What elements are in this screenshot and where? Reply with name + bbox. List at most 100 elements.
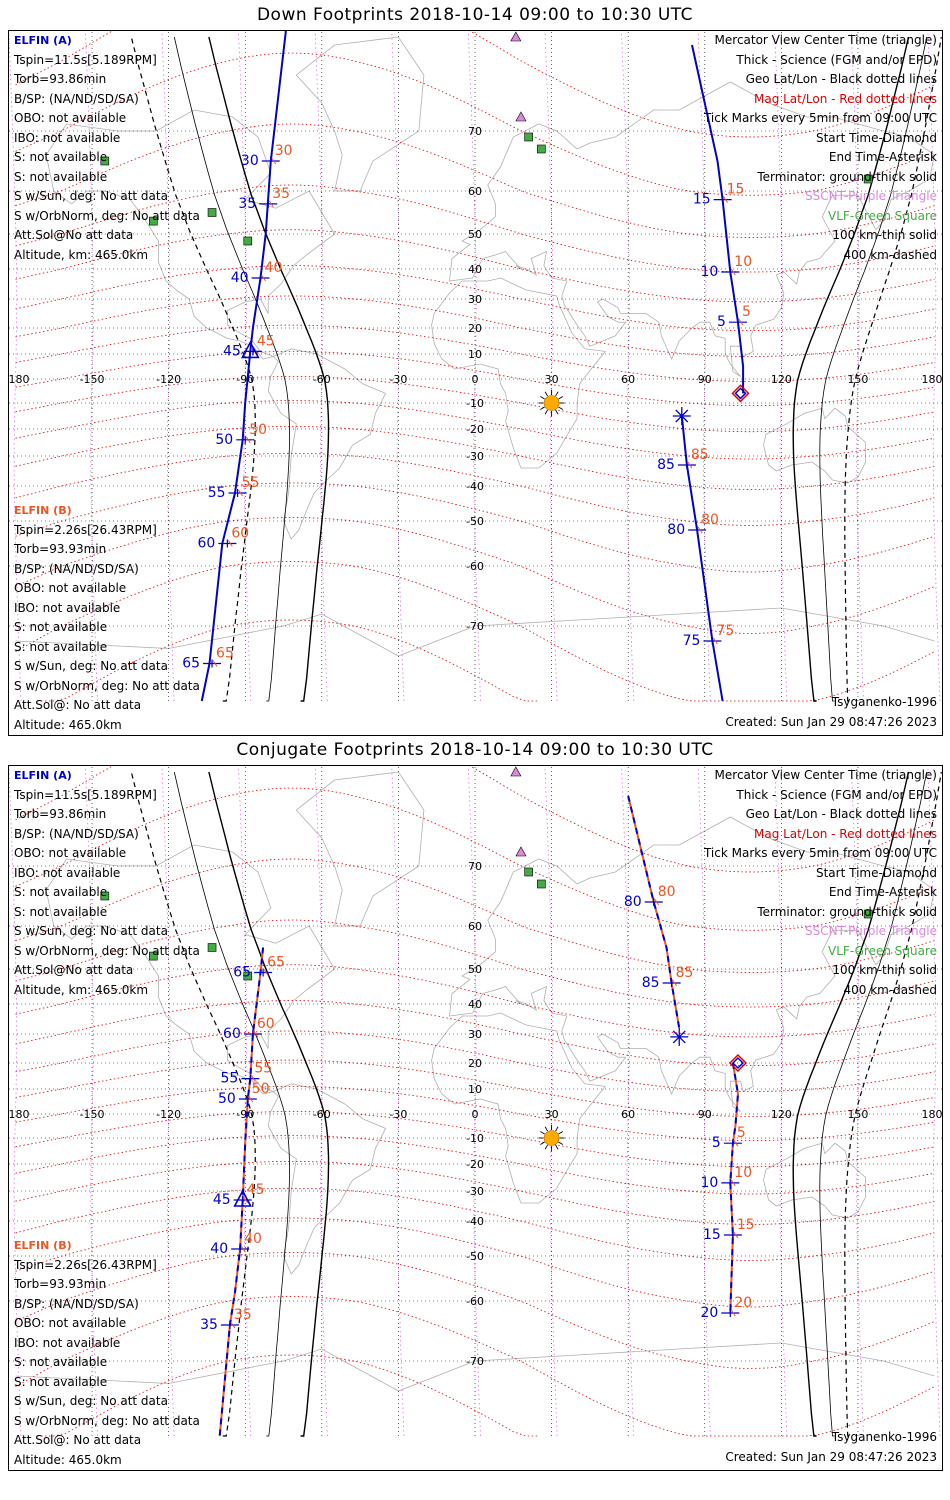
- info-line: S: not available: [14, 150, 108, 164]
- terminators: [130, 36, 942, 702]
- legend-line: Mag Lat/Lon - Red dotted lines: [753, 826, 937, 841]
- tick-label-blue: 35: [238, 196, 256, 212]
- conjugate-title: Conjugate Footprints 2018-10-14 09:00 to…: [236, 740, 714, 760]
- sun-ray: [558, 1141, 564, 1145]
- sat-name: ELFIN (A): [14, 769, 72, 782]
- stations: [100, 766, 873, 981]
- info-line: S w/Sun, deg: No att data: [14, 924, 168, 938]
- legend-line: Terminator: ground-thick solid: [757, 169, 937, 184]
- square-icon: [537, 879, 546, 889]
- square-icon: [524, 132, 533, 142]
- lat-label: -60: [466, 560, 484, 573]
- sat-b-track-south: 55 10 10 15 15 20 20: [700, 1062, 755, 1321]
- info-line: Altitude: 465.0km: [14, 1452, 122, 1467]
- lon-label: -150: [80, 1108, 105, 1121]
- legend: Mercator View Center Time (triangle) Thic…: [704, 31, 937, 265]
- info-line: Att.Sol@No att data: [14, 228, 134, 242]
- coastline: [15, 607, 935, 657]
- tick-label-red: 15: [737, 1217, 755, 1233]
- coastline: [15, 1342, 935, 1392]
- sat-a-track-line: [200, 31, 287, 702]
- info-line: S w/OrbNorm, deg: No att data: [14, 678, 200, 693]
- mag-lat-line: [15, 1217, 935, 1308]
- tick-mark-red: [271, 157, 277, 165]
- mag-lon-line: [391, 31, 405, 702]
- legend-line: 100 km-thin solid: [832, 228, 937, 242]
- lat-label: -20: [466, 1158, 484, 1171]
- info-line: S w/Sun, deg: No att data: [14, 659, 168, 673]
- sat-a-info: ELFIN (A) Tspin=11.5s[5.189RPM] Torb=93.86…: [14, 31, 200, 265]
- sun-ray: [540, 1131, 545, 1135]
- lat-label: 60: [468, 920, 482, 933]
- legend-line: Tick Marks every 5min from 09:00 UTC: [703, 846, 937, 860]
- tick-label-red: 45: [257, 333, 275, 349]
- lon-label: 30: [545, 373, 559, 386]
- mag-lat-line: [15, 229, 935, 303]
- tick-label-blue: 80: [667, 522, 685, 538]
- lon-label: 90: [698, 373, 712, 386]
- tick-mark-red: [261, 274, 266, 282]
- lon-label: -60: [313, 1108, 331, 1121]
- terminator-100km-east: [819, 771, 928, 1437]
- tick-label-blue: 55: [221, 1071, 239, 1087]
- square-icon: [243, 236, 253, 246]
- coastline: [763, 1142, 866, 1219]
- tick-label-blue: 45: [223, 343, 241, 359]
- tick-label-blue: 40: [231, 270, 249, 286]
- square-icon: [243, 971, 253, 981]
- triangle-icon: [510, 31, 522, 42]
- lat-label: 30: [468, 1028, 482, 1041]
- tick-label-blue: 50: [218, 1091, 236, 1107]
- coastline: [763, 407, 866, 484]
- info-line: IBO: not available: [14, 600, 121, 615]
- sun-ray: [558, 406, 564, 410]
- tick-label-red: 40: [244, 1231, 262, 1247]
- legend-line: Mercator View Center Time (triangle): [714, 33, 937, 47]
- sat-b-track-north: 80 80 85 85: [624, 795, 693, 1029]
- sat-a-track-line: [218, 947, 265, 1437]
- sat-name: ELFIN (B): [14, 504, 72, 517]
- legend-line: Geo Lat/Lon - Black dotted lines: [745, 72, 937, 86]
- lat-label: -20: [466, 423, 484, 436]
- lat-label: -70: [466, 620, 484, 633]
- terminator-ground-west: [208, 36, 330, 702]
- down-footprints-panel: -180 -150 -120 -90 -60 -30 0 30 60 90 120 150 180 70 6…: [8, 30, 943, 736]
- tick-label-red: 75: [716, 623, 734, 639]
- coastline: [267, 348, 387, 540]
- tick-mark-red: [654, 898, 660, 906]
- lat-label: -30: [466, 450, 484, 463]
- tick-label-blue: 45: [213, 1192, 231, 1208]
- markers: [241, 340, 750, 425]
- created-label: Created: Sun Jan 29 08:47:26 2023: [725, 715, 937, 729]
- info-line: S w/OrbNorm, deg: No att data: [14, 208, 200, 223]
- terminator-400km-east: [844, 36, 942, 702]
- legend-line: Start Time-Diamond: [815, 130, 937, 145]
- geo-grid: [9, 766, 942, 1436]
- sun-disk: [543, 1130, 560, 1146]
- tick-label-blue: 5: [717, 314, 726, 330]
- tick-label-blue: 65: [182, 656, 200, 672]
- lon-label: 180: [922, 1108, 943, 1121]
- square-icon: [524, 867, 533, 877]
- created-label: Created: Sun Jan 29 08:47:26 2023: [725, 1450, 937, 1464]
- info-line: Altitude, km: 465.0km: [14, 982, 149, 997]
- sat-b-info: ELFIN (B) Tspin=2.26s[26.43RPM] Torb=93.93…: [14, 1236, 200, 1470]
- tick-mark-red: [730, 268, 736, 276]
- tick-mark-red: [687, 461, 693, 469]
- terminator-400km-east: [844, 771, 942, 1437]
- info-line: IBO: not available: [14, 865, 121, 880]
- square-icon: [207, 208, 217, 217]
- tick-label-red: 35: [234, 1307, 252, 1323]
- square-icon: [100, 891, 110, 901]
- lon-label: -180: [9, 373, 29, 386]
- legend-line: Start Time-Diamond: [815, 865, 937, 880]
- terminator-400km-west: [130, 771, 256, 1437]
- lon-label: -90: [236, 1108, 254, 1121]
- lon-label: -120: [156, 373, 181, 386]
- triangle-icon: [515, 846, 527, 857]
- lat-label: -50: [466, 1250, 484, 1263]
- lat-label: -30: [466, 1185, 484, 1198]
- diamond-icon: [728, 1053, 748, 1073]
- tick-label-blue: 60: [223, 1026, 241, 1042]
- terminator-ground-east: [792, 36, 910, 702]
